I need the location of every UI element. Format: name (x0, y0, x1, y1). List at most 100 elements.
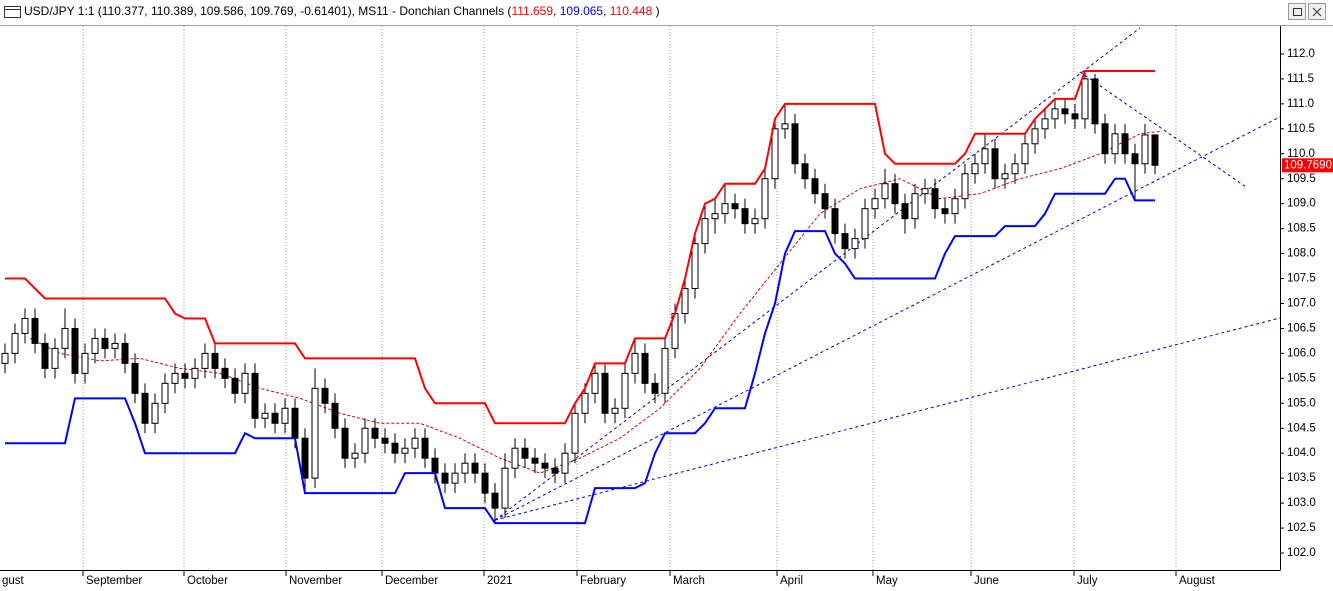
candle-body (211, 352, 219, 369)
y-tick-label: 110.5 (1287, 123, 1315, 135)
candle-body (431, 457, 439, 474)
candle-body (301, 437, 309, 479)
candle-body (571, 412, 579, 454)
y-tick-label: 104.5 (1287, 422, 1316, 434)
y-tick-label: 102.5 (1287, 522, 1316, 534)
candle-body (261, 412, 269, 419)
candle-body (841, 233, 849, 250)
candle-body (151, 402, 159, 424)
close-icon (1312, 7, 1322, 17)
y-tick-label: 105.0 (1287, 397, 1316, 409)
candle-body (901, 203, 909, 220)
x-tick-label: February (580, 575, 626, 587)
candle-body (331, 402, 339, 429)
x-tick-label: September (86, 575, 142, 587)
x-tick-label: gust (2, 575, 25, 587)
candle-body (111, 342, 119, 349)
candle-body (471, 462, 479, 474)
candle-body (971, 163, 979, 175)
x-tick-label: June (974, 575, 999, 587)
candle-body (141, 392, 149, 424)
y-tick-label: 109.5 (1287, 173, 1316, 185)
candle-body (821, 193, 829, 210)
header-segment: 111.659 (511, 4, 553, 18)
candle-body (771, 128, 779, 180)
candle-body (181, 372, 189, 379)
candle-body (951, 198, 959, 215)
candle-body (521, 447, 529, 459)
candle-body (281, 407, 289, 424)
candle-body (21, 317, 29, 334)
x-tick-label: July (1077, 575, 1098, 587)
candle-body (101, 337, 109, 349)
candle-body (941, 208, 949, 215)
x-tick-label: May (876, 575, 898, 587)
candle-body (461, 462, 469, 474)
candle-body (1091, 78, 1099, 125)
candle-body (291, 407, 299, 439)
candle-body (421, 437, 429, 459)
candle-body (611, 407, 619, 414)
candle-body (51, 347, 59, 369)
candle-body (61, 327, 69, 349)
candle-body (491, 492, 499, 509)
x-tick-label: 2021 (487, 575, 513, 587)
candle-body (691, 243, 699, 290)
candle-body (511, 447, 519, 469)
y-tick-label: 104.0 (1287, 447, 1316, 459)
candle-body (1051, 108, 1059, 120)
chart-header: USD/JPY 1:1 (110.377, 110.389, 109.586, … (24, 4, 660, 18)
candle-body (1041, 118, 1049, 130)
candle-body (171, 372, 179, 384)
candle-body (791, 123, 799, 165)
candle-body (741, 208, 749, 225)
title-bar (0, 0, 1333, 24)
channel-line (5, 177, 1155, 525)
y-tick-label: 111.5 (1287, 73, 1314, 85)
candle-body (931, 188, 939, 210)
candle-body (781, 123, 789, 130)
candle-body (41, 342, 49, 369)
candle-body (401, 447, 409, 454)
candle-body (1151, 134, 1159, 166)
candle-body (1111, 133, 1119, 155)
candle-body (201, 352, 209, 369)
candle-body (371, 427, 379, 439)
plot-area (1, 26, 1280, 570)
candle-body (561, 452, 569, 474)
candle-body (391, 442, 399, 454)
header-segment: , (553, 4, 560, 18)
candle-body (711, 213, 719, 220)
y-tick-label: 111.0 (1287, 98, 1314, 110)
candle-body (81, 352, 89, 374)
candle-body (681, 288, 689, 314)
candle-body (921, 188, 929, 195)
candle-body (321, 387, 329, 404)
candle-body (481, 472, 489, 494)
channel-line (5, 69, 1155, 425)
candle-body (1141, 134, 1149, 165)
restore-button[interactable] (1288, 3, 1306, 20)
candle-body (241, 372, 249, 394)
candle-body (441, 472, 449, 484)
candle-body (131, 362, 139, 394)
candle-body (831, 208, 839, 235)
candle-body (1071, 113, 1079, 120)
candle-body (881, 183, 889, 200)
candle-body (1011, 163, 1019, 175)
candle-body (1131, 153, 1139, 165)
y-tick-label: 106.0 (1287, 347, 1316, 359)
candle-body (551, 467, 559, 474)
candle-body (961, 173, 969, 200)
candle-body (1081, 78, 1089, 120)
header-segment: 110.448 (610, 4, 653, 18)
x-tick-label: November (289, 575, 342, 587)
candle-body (1061, 108, 1069, 115)
candle-body (661, 347, 669, 394)
y-tick-label: 102.0 (1287, 547, 1316, 559)
candle-body (651, 382, 659, 394)
candle-body (161, 382, 169, 404)
candle-body (1121, 133, 1129, 155)
